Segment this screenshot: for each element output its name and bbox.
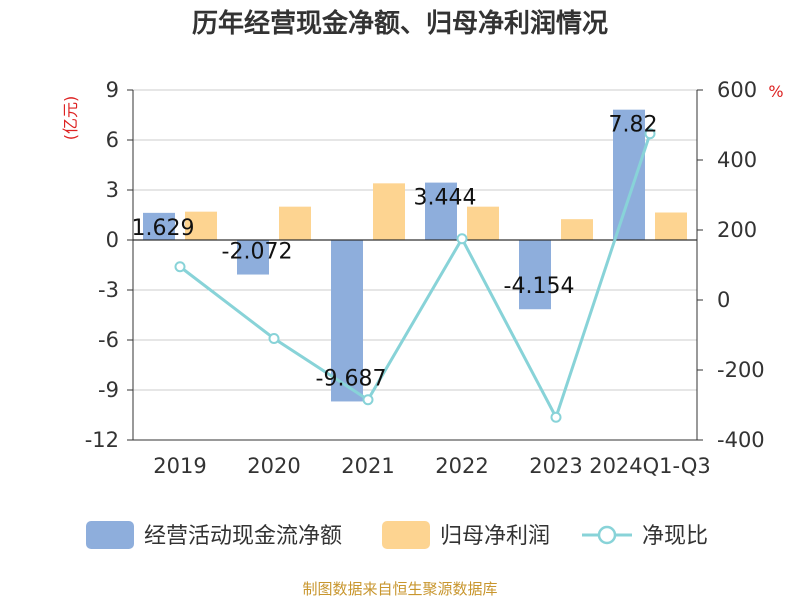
cash-flow-value-label: 7.82 (609, 113, 658, 138)
left-tick-label: -3 (98, 278, 119, 302)
legend-swatch-cash-flow (86, 521, 134, 549)
cash-flow-value-label: 1.629 (132, 216, 195, 241)
x-tick-label: 2024Q1-Q3 (589, 454, 711, 478)
ratio-point (174, 261, 186, 273)
axes: 9 6 3 0 -3 -6 -9 -12 600 400 200 0 -200 -400 2019 2020 2… (85, 78, 765, 478)
cash-flow-bar (613, 109, 645, 241)
left-tick-label: -12 (85, 428, 119, 452)
right-tick-label: 200 (717, 218, 757, 242)
legend-label-cash-flow: 经营活动现金流净额 (144, 524, 342, 549)
left-tick-label: 9 (106, 78, 119, 102)
ratio-point (550, 411, 562, 423)
net-profit-bar (185, 211, 217, 240)
legend-label-ratio: 净现比 (642, 524, 708, 549)
x-tick-label: 2021 (341, 454, 394, 478)
right-tick-label: -400 (717, 428, 765, 452)
left-tick-label: -9 (98, 378, 119, 402)
cash-flow-bar (237, 240, 269, 275)
x-tick-label: 2020 (247, 454, 300, 478)
bars (143, 109, 687, 402)
net-profit-bar (655, 212, 687, 240)
x-tick-label: 2019 (153, 454, 206, 478)
legend-swatch-net-profit (382, 521, 430, 549)
right-tick-label: -200 (717, 358, 765, 382)
cash-flow-bar (331, 240, 363, 402)
left-tick-label: 3 (106, 178, 119, 202)
ratio-line (174, 128, 656, 423)
left-tick-label: 0 (106, 228, 119, 252)
cash-flow-value-label: -4.154 (504, 274, 575, 299)
gridlines (133, 89, 697, 441)
data-labels: 1.629 -2.072 -9.687 3.444 -4.154 7.82 (132, 113, 658, 392)
right-tick-label: 0 (717, 288, 730, 312)
ratio-point (268, 333, 280, 344)
ratio-point (456, 233, 468, 245)
right-tick-label: 400 (717, 148, 757, 172)
right-tick-label: 600 (717, 78, 757, 102)
left-tick-label: -6 (98, 328, 119, 352)
ratio-polyline (179, 133, 652, 422)
legend: 经营活动现金流净额 归母净利润 净现比 (86, 521, 708, 549)
ratio-point (644, 128, 656, 140)
legend-label-net-profit: 归母净利润 (440, 524, 550, 549)
cash-flow-bar (425, 182, 457, 240)
x-tick-label: 2023 (529, 454, 582, 478)
left-tick-label: 6 (106, 128, 119, 152)
cash-flow-value-label: -2.072 (222, 240, 293, 265)
chart-title: 历年经营现金净额、归母净利润情况 (192, 8, 608, 39)
legend-swatch-ratio-marker (597, 525, 617, 545)
net-profit-bar (561, 219, 593, 240)
source-note: 制图数据来自恒生聚源数据库 (302, 580, 497, 598)
cash-flow-value-label: 3.444 (414, 186, 477, 211)
x-tick-label: 2022 (435, 454, 488, 478)
ratio-point (362, 394, 374, 406)
left-axis-unit: (亿元) (61, 96, 80, 141)
cash-flow-bar (519, 240, 551, 310)
net-profit-bar (373, 183, 405, 240)
net-profit-bar (279, 206, 311, 240)
net-profit-bar (467, 206, 499, 240)
cash-flow-bar (143, 212, 175, 240)
right-axis-unit: % (768, 82, 783, 101)
cash-flow-value-label: -9.687 (316, 366, 387, 391)
